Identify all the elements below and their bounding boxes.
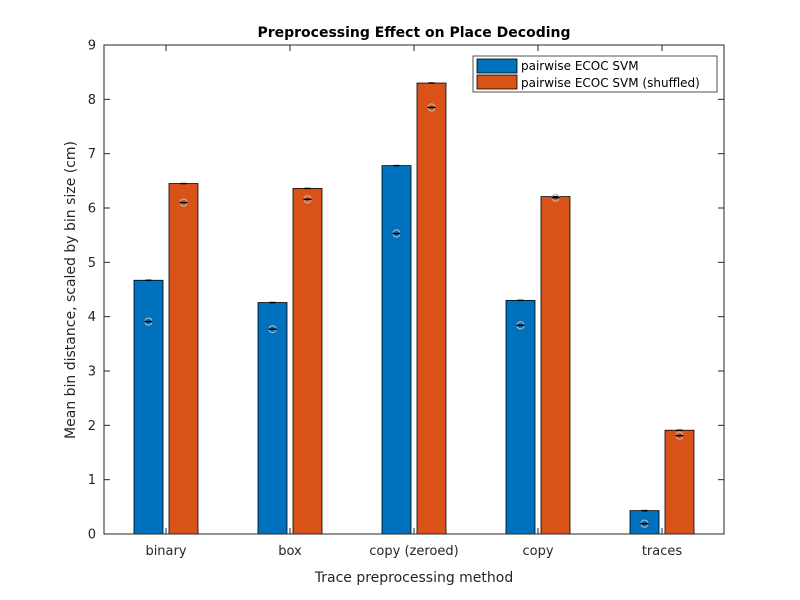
bar-box-series-1: [292, 188, 323, 535]
y-tick-label: 3: [88, 365, 96, 380]
y-tick-label: 8: [88, 93, 96, 108]
y-tick-label: 9: [88, 39, 96, 54]
legend-swatch-pairwise-ecoc-svm-shuffled: [476, 74, 518, 90]
x-tick-label: copy: [522, 544, 553, 559]
y-tick-label: 0: [88, 528, 96, 543]
y-tick-label: 1: [88, 473, 96, 488]
x-tick-label: box: [278, 544, 302, 559]
x-axis-label: Trace preprocessing method: [314, 570, 514, 586]
legend: pairwise ECOC SVM pairwise ECOC SVM (shu…: [472, 55, 718, 93]
ticks-layer: 0 1 2 3 4 5 6 7 8 9 binary box copy (zeroed) copy trac…: [88, 39, 724, 559]
bar-traces-series-0: [629, 510, 660, 535]
x-tick-label: binary: [145, 544, 186, 559]
x-tick-label: copy (zeroed): [369, 544, 458, 559]
x-tick-label: traces: [642, 544, 683, 559]
y-tick-label: 6: [88, 202, 96, 217]
bar-copy-zeroed--series-1: [416, 82, 447, 535]
bar-traces-series-1: [664, 429, 695, 535]
legend-label-pairwise-ecoc-svm: pairwise ECOC SVM: [521, 59, 639, 73]
chart-title: Preprocessing Effect on Place Decoding: [257, 25, 570, 41]
plot-area: [104, 45, 724, 534]
legend-label-pairwise-ecoc-svm-shuffled: pairwise ECOC SVM (shuffled): [521, 76, 700, 90]
y-tick-label: 5: [88, 256, 96, 271]
y-tick-label: 2: [88, 419, 96, 434]
y-tick-label: 4: [88, 310, 96, 325]
bar-binary-series-1: [168, 183, 199, 535]
bar-copy-zeroed--series-0: [381, 165, 412, 535]
bar-box-series-0: [257, 302, 288, 535]
bars-layer: [133, 82, 695, 535]
bar-copy-series-1: [540, 196, 571, 535]
y-tick-label: 7: [88, 147, 96, 162]
bar-binary-series-0: [133, 279, 164, 535]
legend-swatch-pairwise-ecoc-svm: [476, 58, 518, 74]
y-axis-label: Mean bin distance, scaled by bin size (c…: [63, 141, 79, 439]
bar-copy-series-0: [505, 299, 536, 535]
